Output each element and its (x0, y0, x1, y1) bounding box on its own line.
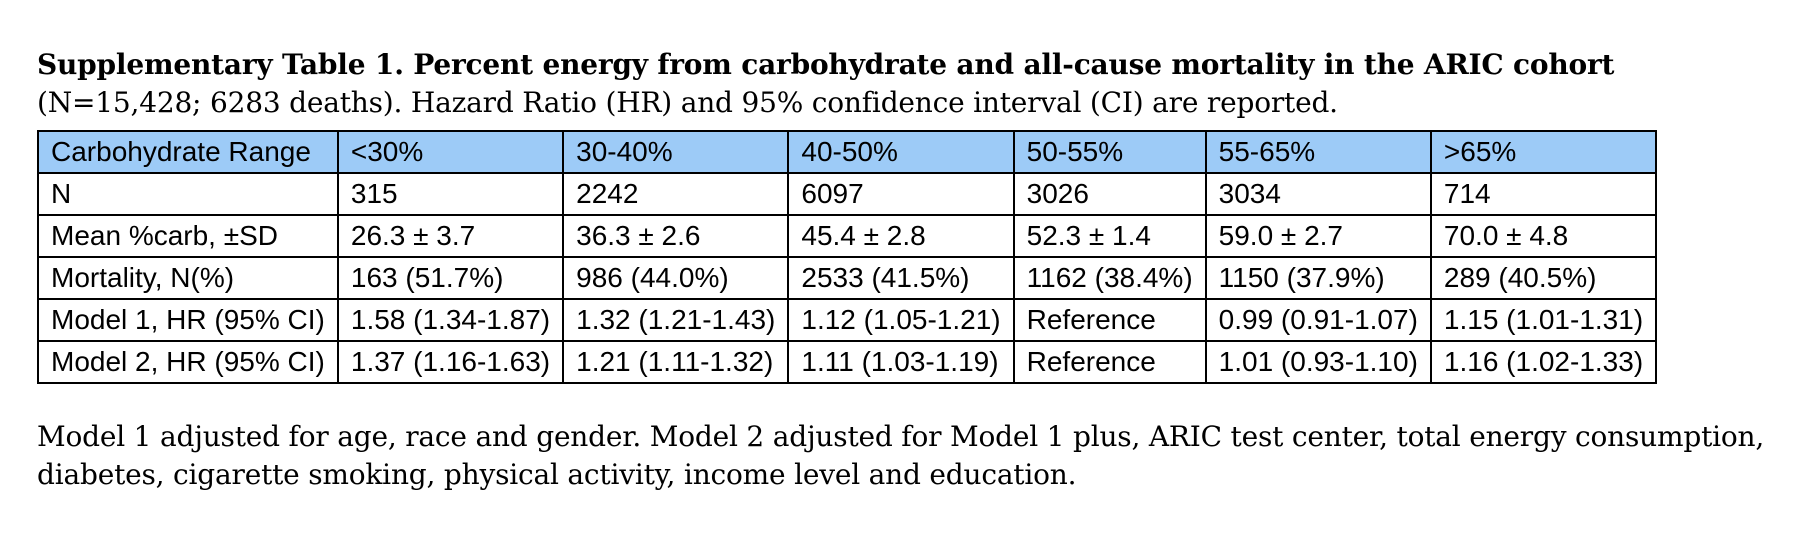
table-cell: 2242 (562, 172, 790, 216)
table-cell: 45.4 ± 2.8 (787, 214, 1015, 258)
table-cell: 0.99 (0.91-1.07) (1204, 298, 1432, 342)
table-cell: 52.3 ± 1.4 (1012, 214, 1207, 258)
table-cell: 1.12 (1.05-1.21) (787, 298, 1015, 342)
table-cell: 163 (51.7%) (336, 256, 565, 300)
row-label: N (37, 172, 339, 216)
table-cell: 1.11 (1.03-1.19) (787, 340, 1015, 384)
column-header: 50-55% (1012, 130, 1207, 174)
row-label: Mean %carb, ±SD (37, 214, 339, 258)
table-cell: 36.3 ± 2.6 (562, 214, 790, 258)
table-cell: 2533 (41.5%) (787, 256, 1015, 300)
table-cell: 3026 (1012, 172, 1207, 216)
column-header: >65% (1429, 130, 1658, 174)
table-cell: 1.58 (1.34-1.87) (336, 298, 565, 342)
table-cell: 70.0 ± 4.8 (1429, 214, 1658, 258)
table-cell: 1162 (38.4%) (1012, 256, 1207, 300)
column-header: 40-50% (787, 130, 1015, 174)
column-header: 30-40% (562, 130, 790, 174)
table-cell: 1.21 (1.11-1.32) (562, 340, 790, 384)
table-row: Model 1, HR (95% CI) 1.58 (1.34-1.87) 1.… (37, 298, 1658, 342)
table-cell: 315 (336, 172, 565, 216)
table-footnote: Model 1 adjusted for age, race and gende… (37, 420, 1765, 491)
table-cell: 714 (1429, 172, 1658, 216)
column-header: 55-65% (1204, 130, 1432, 174)
table-cell: 26.3 ± 3.7 (336, 214, 565, 258)
table-cell: 1.16 (1.02-1.33) (1429, 340, 1658, 384)
results-table: Carbohydrate Range <30% 30-40% 40-50% 50… (37, 130, 1658, 384)
table-caption: Supplementary Table 1. Percent energy fr… (37, 46, 1777, 122)
column-header: Carbohydrate Range (37, 130, 339, 174)
table-row: N 315 2242 6097 3026 3034 714 (37, 172, 1658, 216)
table-cell: 1150 (37.9%) (1204, 256, 1432, 300)
row-label: Model 1, HR (95% CI) (37, 298, 339, 342)
table-cell: 1.15 (1.01-1.31) (1429, 298, 1658, 342)
table-row: Mortality, N(%) 163 (51.7%) 986 (44.0%) … (37, 256, 1658, 300)
table-row: Mean %carb, ±SD 26.3 ± 3.7 36.3 ± 2.6 45… (37, 214, 1658, 258)
table-cell: 1.37 (1.16-1.63) (336, 340, 565, 384)
document-page: Supplementary Table 1. Percent energy fr… (37, 46, 1777, 522)
table-cell: 59.0 ± 2.7 (1204, 214, 1432, 258)
row-label: Mortality, N(%) (37, 256, 339, 300)
column-header: <30% (336, 130, 565, 174)
table-cell: 6097 (787, 172, 1015, 216)
caption-title: Supplementary Table 1. Percent energy fr… (37, 48, 1615, 81)
table-cell: Reference (1012, 340, 1207, 384)
caption-description: (N=15,428; 6283 deaths). Hazard Ratio (H… (37, 86, 1338, 119)
table-cell: Reference (1012, 298, 1207, 342)
table-cell: 986 (44.0%) (562, 256, 790, 300)
table-cell: 289 (40.5%) (1429, 256, 1658, 300)
table-header-row: Carbohydrate Range <30% 30-40% 40-50% 50… (37, 130, 1658, 174)
table-cell: 3034 (1204, 172, 1432, 216)
table-cell: 1.32 (1.21-1.43) (562, 298, 790, 342)
table-row: Model 2, HR (95% CI) 1.37 (1.16-1.63) 1.… (37, 340, 1658, 384)
row-label: Model 2, HR (95% CI) (37, 340, 339, 384)
table-cell: 1.01 (0.93-1.10) (1204, 340, 1432, 384)
